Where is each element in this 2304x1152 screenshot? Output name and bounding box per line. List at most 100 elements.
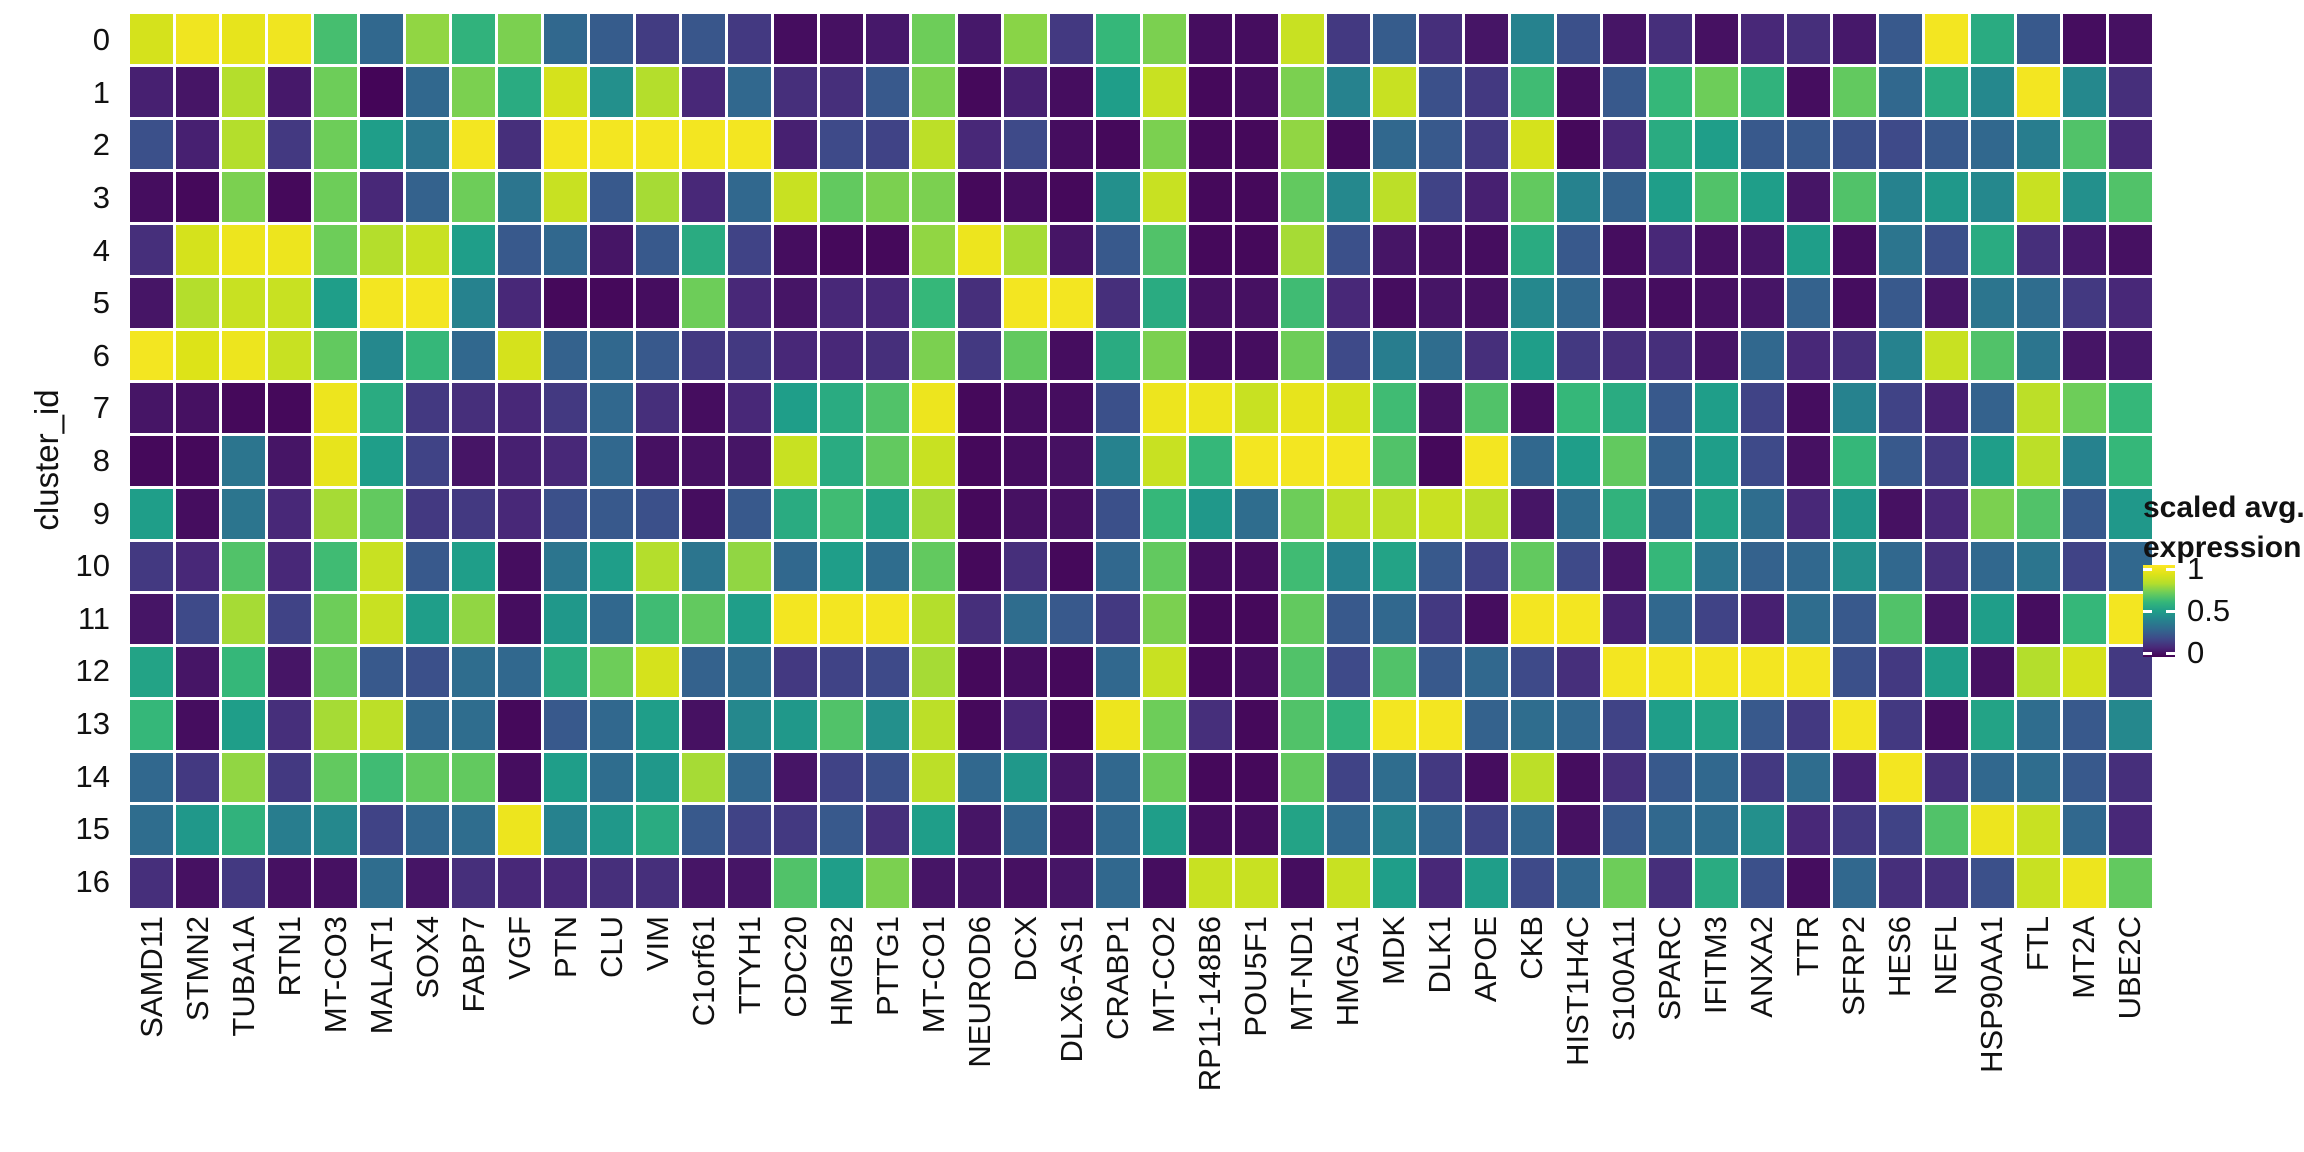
heatmap-cell — [636, 383, 680, 434]
heatmap-cell — [544, 805, 588, 856]
heatmap-cell — [406, 225, 450, 275]
gene-column-label: CRABP1 — [1099, 916, 1135, 1041]
heatmap-cell — [1372, 647, 1416, 697]
heatmap-cell — [130, 330, 174, 381]
heatmap-cell — [360, 594, 404, 645]
heatmap-cell — [1970, 225, 2014, 275]
heatmap-cell — [222, 858, 266, 908]
heatmap-cell — [1556, 805, 1600, 856]
heatmap-cell — [130, 858, 174, 908]
heatmap-cell — [1372, 172, 1416, 223]
gene-column-label: MT-ND1 — [1284, 916, 1320, 1032]
heatmap-cell — [1004, 172, 1048, 223]
heatmap-cell — [1234, 330, 1278, 381]
heatmap-cell — [2108, 172, 2152, 223]
heatmap-cell — [1786, 488, 1830, 539]
heatmap-cell — [1510, 699, 1554, 750]
heatmap-cell — [314, 488, 358, 539]
heatmap-cell — [774, 330, 818, 381]
heatmap-cell — [866, 699, 910, 750]
heatmap-cell — [1832, 66, 1876, 117]
heatmap-cell — [1878, 805, 1922, 856]
heatmap-cell — [1234, 858, 1278, 908]
heatmap-cell — [1510, 752, 1554, 803]
heatmap-cell — [1050, 330, 1094, 381]
heatmap-cell — [1372, 14, 1416, 64]
heatmap-cell — [590, 277, 634, 328]
heatmap-cell — [544, 14, 588, 64]
heatmap-cell — [1740, 330, 1784, 381]
heatmap-cell — [1050, 594, 1094, 645]
heatmap-cell — [176, 277, 220, 328]
gene-column-label: ANXA2 — [1744, 916, 1780, 1018]
gene-column-label: VGF — [501, 916, 537, 980]
heatmap-cell — [1924, 858, 1968, 908]
heatmap-cell — [1786, 383, 1830, 434]
heatmap-cell — [958, 277, 1002, 328]
heatmap-cell — [222, 172, 266, 223]
heatmap-cell — [1648, 277, 1692, 328]
heatmap-cell — [1372, 858, 1416, 908]
heatmap-cell — [1188, 699, 1232, 750]
heatmap-cell — [958, 594, 1002, 645]
heatmap-cell — [1510, 647, 1554, 697]
heatmap-cell — [1970, 858, 2014, 908]
heatmap-cell — [498, 488, 542, 539]
heatmap-cell — [682, 541, 726, 592]
heatmap-cell — [1142, 225, 1186, 275]
heatmap-cell — [1096, 647, 1140, 697]
heatmap-cell — [1878, 541, 1922, 592]
heatmap-cell — [1694, 225, 1738, 275]
heatmap-cell — [1096, 225, 1140, 275]
heatmap-cell — [958, 752, 1002, 803]
heatmap-cell — [1464, 436, 1508, 486]
heatmap-cell — [406, 14, 450, 64]
heatmap-cell — [1418, 752, 1462, 803]
heatmap-cell — [1464, 66, 1508, 117]
legend-tick-mark — [2143, 567, 2152, 571]
heatmap-cell — [590, 14, 634, 64]
cluster-row-label: 1 — [92, 74, 110, 110]
heatmap-cell — [1878, 699, 1922, 750]
heatmap-cell — [590, 225, 634, 275]
heatmap-cell — [1694, 488, 1738, 539]
heatmap-cell — [866, 752, 910, 803]
gene-column-label: SOX4 — [409, 916, 445, 999]
heatmap-cell — [1326, 699, 1370, 750]
heatmap-cell — [1142, 66, 1186, 117]
heatmap-cell — [1878, 488, 1922, 539]
heatmap-cell — [1326, 383, 1370, 434]
gene-column-label: DLX6-AS1 — [1053, 916, 1089, 1063]
heatmap-cell — [1510, 541, 1554, 592]
heatmap-cell — [866, 277, 910, 328]
heatmap-cell — [1832, 14, 1876, 64]
heatmap-cell — [1878, 330, 1922, 381]
heatmap-cell — [820, 541, 864, 592]
legend-tick-label: 0.5 — [2187, 593, 2231, 628]
heatmap-cell — [1004, 277, 1048, 328]
heatmap-cell — [958, 330, 1002, 381]
heatmap-cell — [636, 805, 680, 856]
heatmap-cell — [1050, 699, 1094, 750]
heatmap-cell — [1280, 699, 1324, 750]
gene-column-label: STMN2 — [179, 916, 215, 1022]
heatmap-cell — [498, 699, 542, 750]
heatmap-cell — [2062, 647, 2106, 697]
heatmap-cell — [406, 277, 450, 328]
heatmap-cell — [912, 805, 956, 856]
heatmap-cell — [544, 858, 588, 908]
heatmap-cell — [222, 805, 266, 856]
heatmap-cell — [2062, 594, 2106, 645]
heatmap-cell — [774, 119, 818, 170]
heatmap-cell — [1694, 436, 1738, 486]
heatmap-cell — [268, 594, 312, 645]
gene-column-label: S100A11 — [1606, 916, 1642, 1042]
heatmap-cell — [1418, 277, 1462, 328]
heatmap-cell — [2016, 594, 2060, 645]
heatmap-cell — [2016, 699, 2060, 750]
heatmap-cell — [590, 436, 634, 486]
heatmap-cell — [1326, 225, 1370, 275]
heatmap-cell — [1372, 488, 1416, 539]
heatmap-cell — [2062, 277, 2106, 328]
gene-column-label: SFRP2 — [1836, 916, 1872, 1016]
